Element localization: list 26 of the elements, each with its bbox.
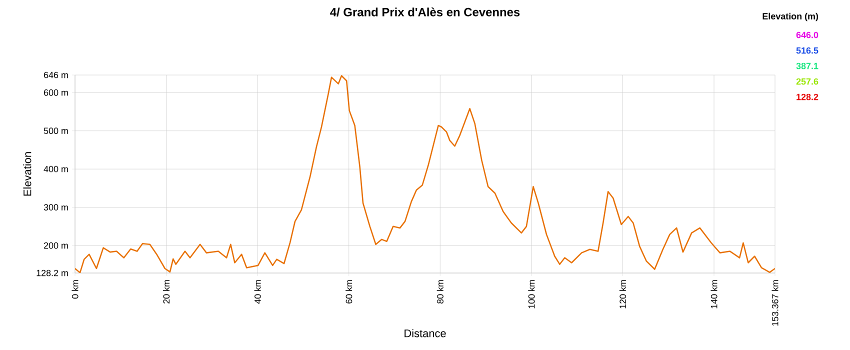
text: 257.6	[796, 78, 818, 85]
text: 646.0	[796, 32, 818, 38]
x-tick-label: 60 km	[346, 280, 352, 304]
x-tick-label: 140 km	[710, 280, 718, 308]
x-tick-label: 20 km	[162, 280, 170, 304]
x-tick-label: 80 km	[436, 280, 444, 304]
y-tick-label: 400 m	[44, 166, 68, 172]
y-tick-label: 500 m	[44, 128, 68, 134]
text: 516.5	[796, 47, 818, 54]
x-tick-label: 40 km	[254, 280, 261, 304]
y-tick-label: 128.2 m	[36, 270, 68, 276]
y-axis-title: Elevation	[23, 152, 32, 196]
text: 128.2	[796, 94, 818, 100]
text: Elevation (m)	[762, 12, 818, 22]
text: 387.1	[796, 62, 818, 70]
chart-title: 4/ Grand Prix d'Alès en Cevennes	[330, 8, 520, 16]
x-tick-label: 153.367 km	[772, 280, 778, 326]
x-axis-title: Distance	[404, 329, 446, 338]
y-tick-label: 200 m	[44, 242, 68, 249]
line-series	[75, 75, 776, 273]
y-tick-label: 646 m	[44, 72, 68, 78]
x-tick-label: 0 km	[72, 280, 78, 299]
x-tick-label: 120 km	[619, 280, 626, 308]
y-tick-label: 600 m	[44, 89, 68, 96]
x-tick-label: 100 km	[528, 280, 535, 308]
y-tick-label: 300 m	[44, 204, 68, 210]
